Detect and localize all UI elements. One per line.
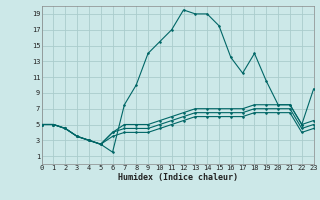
X-axis label: Humidex (Indice chaleur): Humidex (Indice chaleur)	[118, 173, 237, 182]
